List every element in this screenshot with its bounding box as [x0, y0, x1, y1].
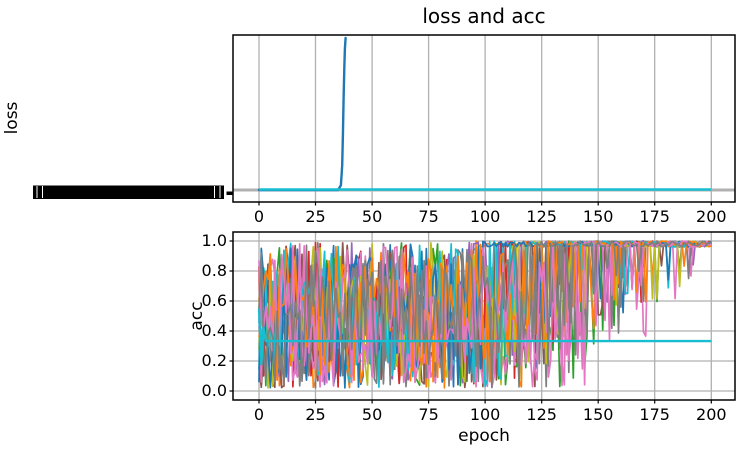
- acc-y-tick-label: 0.6: [201, 291, 227, 310]
- loss-x-tick-label: 150: [582, 207, 614, 226]
- acc-y-tick-label: 0.8: [201, 261, 227, 280]
- loss-x-tick-label: 100: [469, 207, 501, 226]
- loss-x-tick-label: 175: [639, 207, 670, 226]
- loss-axis-label: loss: [2, 101, 22, 135]
- loss-x-tick-label: 125: [526, 207, 557, 226]
- loss-x-tick-label: 25: [305, 207, 326, 226]
- acc-y-tick-label: 0.2: [201, 351, 227, 370]
- acc-x-tick-label: 75: [418, 405, 439, 424]
- acc-x-tick-label: 50: [361, 405, 383, 424]
- loss-x-tick-label: 0: [253, 207, 265, 226]
- acc-x-tick-label: 150: [582, 405, 614, 424]
- loss-x-tick-label: 200: [696, 207, 727, 226]
- acc-x-tick-label: 0: [253, 405, 265, 424]
- acc-y-tick-label: 0.4: [201, 321, 227, 340]
- loss-x-tick-label: 75: [418, 207, 439, 226]
- acc-x-tick-label: 100: [469, 405, 501, 424]
- acc-x-tick-label: 200: [696, 405, 727, 424]
- acc-y-tick-label: 1.0: [201, 231, 227, 250]
- acc-x-tick-label: 125: [526, 405, 557, 424]
- acc-x-tick-label: 25: [305, 405, 326, 424]
- acc-y-tick-label: 0.0: [201, 381, 227, 400]
- loss-x-tick-label: 50: [361, 207, 383, 226]
- epoch-axis-label: epoch: [458, 426, 510, 446]
- figure-title: loss and acc: [422, 4, 546, 28]
- acc-x-tick-label: 175: [639, 405, 670, 424]
